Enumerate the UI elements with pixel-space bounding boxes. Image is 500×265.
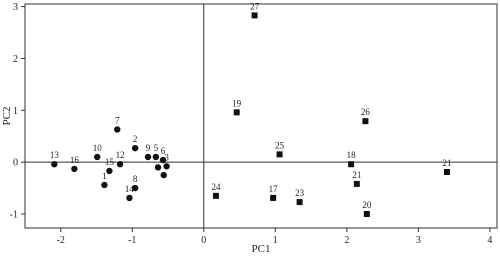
point-label: 23 — [295, 188, 305, 198]
x-tick-label: -2 — [57, 235, 65, 246]
point — [353, 180, 360, 187]
point-label: 17 — [269, 184, 279, 194]
point — [114, 126, 121, 133]
point-label: 21 — [352, 170, 361, 180]
point-label: 16 — [70, 155, 80, 165]
point-label: 3 — [164, 152, 169, 162]
y-tick-label: 2 — [13, 54, 18, 65]
point — [94, 153, 101, 161]
point — [131, 144, 139, 152]
point — [71, 165, 78, 173]
x-tick-label: 2 — [344, 235, 349, 246]
point — [296, 199, 303, 206]
point-label: 2 — [133, 134, 138, 144]
point — [212, 192, 219, 199]
point — [348, 161, 355, 168]
point-label: 14 — [125, 184, 135, 194]
x-tick-label: 1 — [273, 235, 278, 246]
point — [362, 118, 369, 125]
x-tick-label: 0 — [201, 235, 206, 246]
point-label: 19 — [232, 98, 242, 108]
point-label: 20 — [362, 200, 372, 210]
x-tick-label: -1 — [128, 235, 136, 246]
y-tick-label: 3 — [13, 2, 18, 13]
point-label: 21 — [442, 158, 451, 168]
point-label: 10 — [93, 143, 103, 153]
plot-frame — [24, 3, 498, 229]
point — [363, 211, 370, 217]
point — [101, 181, 108, 189]
point — [144, 153, 152, 161]
point-label: 15 — [105, 157, 115, 167]
x-tick-label: 4 — [487, 235, 492, 246]
x-axis-label: PC1 — [252, 243, 271, 255]
point — [270, 194, 277, 201]
point-label: 7 — [115, 115, 120, 125]
point — [163, 163, 170, 170]
point-label: 25 — [275, 140, 285, 150]
point-label: 18 — [347, 150, 357, 160]
point-label: 8 — [133, 174, 138, 184]
point — [159, 156, 167, 164]
point-label: 9 — [146, 143, 151, 153]
point-label: 5 — [154, 143, 159, 153]
point — [233, 109, 240, 116]
point — [251, 12, 258, 19]
point — [152, 153, 160, 161]
x-tick-label: 3 — [416, 235, 421, 246]
point — [51, 161, 58, 168]
point-label: 24 — [211, 182, 221, 192]
point — [131, 184, 139, 192]
point — [160, 171, 167, 179]
point-label: 26 — [361, 107, 371, 117]
point — [106, 167, 113, 175]
point-label: 12 — [116, 150, 125, 160]
y-tick-label: -1 — [10, 210, 18, 221]
y-tick-label: 1 — [13, 106, 18, 117]
point-label: 6 — [161, 146, 166, 156]
point-label: 13 — [50, 150, 60, 160]
point — [116, 161, 124, 168]
point — [126, 194, 133, 202]
point — [154, 164, 162, 171]
y-tick-label: 0 — [13, 158, 18, 169]
point — [276, 151, 283, 158]
y-axis-label: PC2 — [1, 107, 13, 126]
point-label: 1 — [102, 171, 107, 181]
point-label: 27 — [250, 1, 260, 11]
point — [443, 169, 450, 175]
